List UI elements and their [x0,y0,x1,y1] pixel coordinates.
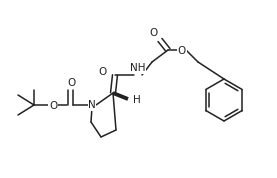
Text: N: N [88,100,96,110]
Text: O: O [178,46,186,56]
Text: H: H [133,95,141,105]
Text: O: O [99,67,107,77]
Text: O: O [49,101,57,111]
Text: O: O [67,78,75,88]
Text: NH: NH [130,63,146,73]
Text: O: O [150,28,158,38]
